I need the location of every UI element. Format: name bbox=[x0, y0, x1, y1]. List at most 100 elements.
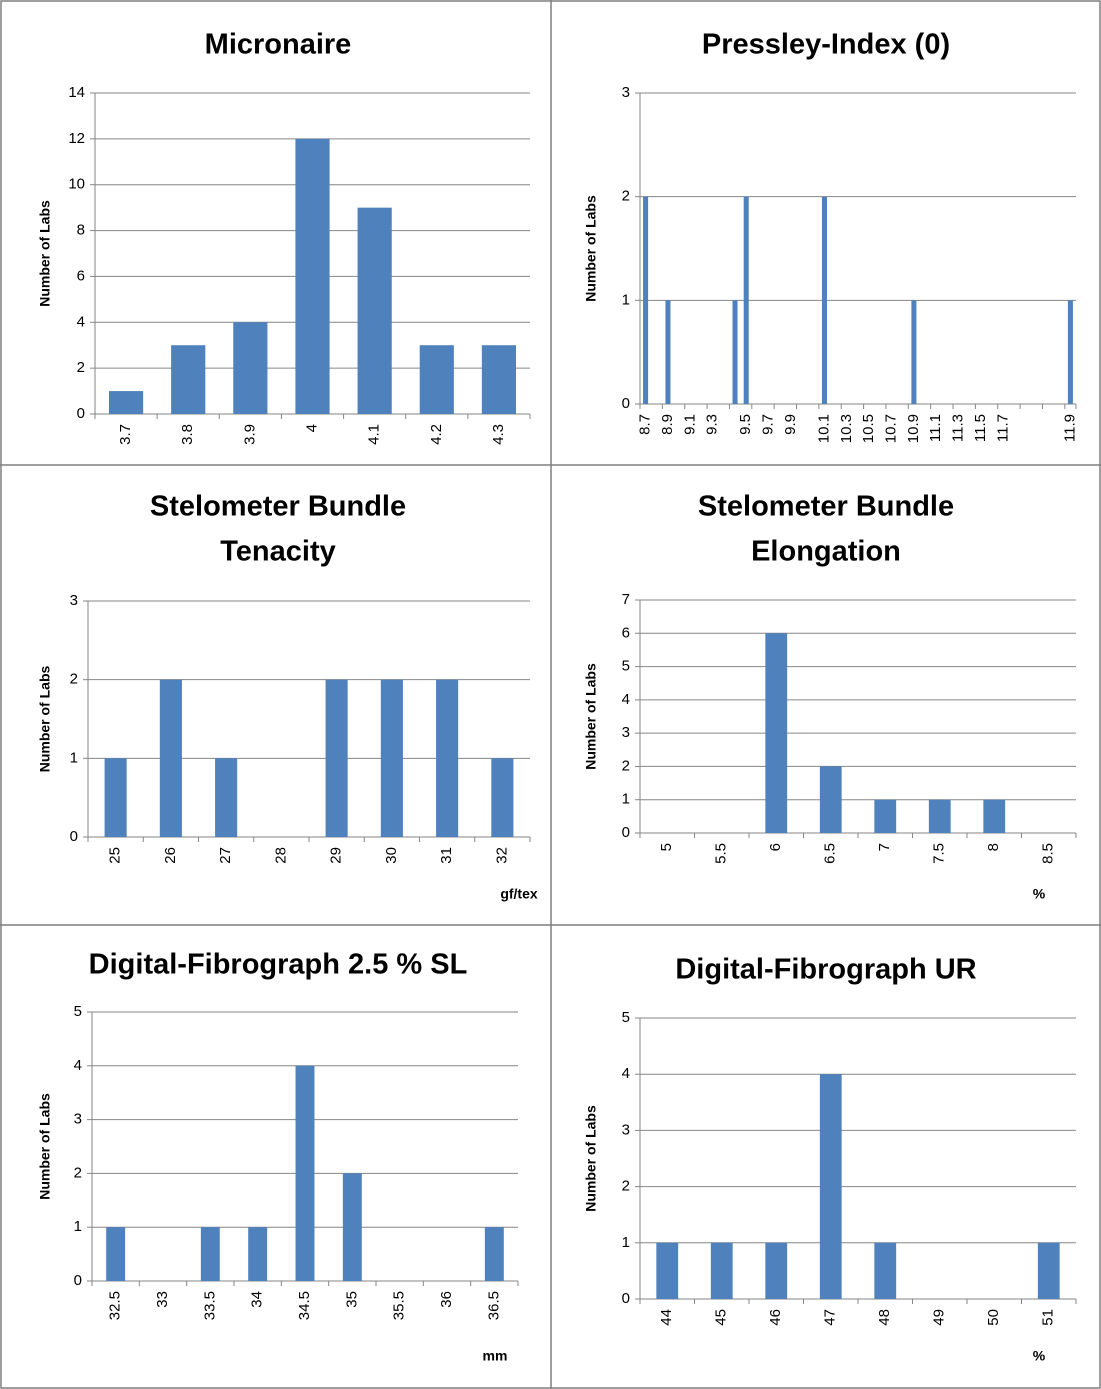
x-tick-label: 4.1 bbox=[366, 424, 383, 445]
bar bbox=[874, 1242, 897, 1299]
x-tick-label: 8 bbox=[985, 843, 1002, 851]
bar bbox=[200, 1227, 220, 1281]
bar bbox=[1067, 300, 1073, 404]
bar bbox=[481, 345, 517, 414]
bar bbox=[436, 679, 459, 837]
x-tick-label: 29 bbox=[328, 847, 345, 864]
y-tick-label: 12 bbox=[68, 130, 85, 147]
x-axis-title: mm bbox=[483, 1348, 508, 1364]
bar bbox=[159, 679, 182, 837]
chart-title: Stelometer Bundle bbox=[150, 491, 406, 523]
x-tick-label: 11.9 bbox=[1061, 414, 1078, 442]
x-tick-label: 47 bbox=[822, 1309, 839, 1326]
y-tick-label: 7 bbox=[622, 591, 630, 608]
x-tick-label: 44 bbox=[658, 1309, 675, 1326]
bar bbox=[491, 758, 514, 837]
y-tick-label: 3 bbox=[622, 724, 630, 741]
x-tick-label: 3.9 bbox=[241, 424, 258, 445]
x-tick-label: 30 bbox=[383, 847, 400, 864]
x-tick-label: 32 bbox=[493, 847, 510, 864]
x-tick-label: 7.5 bbox=[931, 843, 948, 864]
y-axis-title: Number of Labs bbox=[583, 195, 599, 302]
y-axis-title: Number of Labs bbox=[37, 1093, 53, 1200]
bar bbox=[1037, 1242, 1060, 1299]
x-tick-label: 4 bbox=[303, 424, 320, 432]
y-tick-label: 3 bbox=[622, 84, 630, 101]
x-tick-label: 11.7 bbox=[994, 414, 1011, 442]
x-axis-title: % bbox=[1033, 1348, 1046, 1364]
bar bbox=[928, 799, 951, 833]
y-tick-label: 2 bbox=[622, 188, 630, 205]
x-tick-label: 10.5 bbox=[860, 414, 877, 443]
x-tick-label: 7 bbox=[876, 843, 893, 851]
bar bbox=[295, 1065, 315, 1281]
x-tick-label: 9.9 bbox=[782, 414, 799, 435]
y-tick-label: 0 bbox=[74, 1272, 82, 1289]
x-tick-label: 5 bbox=[658, 843, 675, 851]
x-tick-label: 3.7 bbox=[117, 424, 134, 445]
y-tick-label: 2 bbox=[70, 671, 78, 688]
y-tick-label: 3 bbox=[70, 592, 78, 609]
y-tick-label: 1 bbox=[74, 1218, 82, 1235]
x-tick-label: 32.5 bbox=[107, 1291, 124, 1320]
bar bbox=[819, 766, 842, 833]
y-tick-label: 6 bbox=[622, 624, 630, 641]
bar bbox=[104, 758, 127, 837]
y-tick-label: 0 bbox=[77, 405, 85, 422]
x-tick-label: 31 bbox=[438, 847, 455, 864]
y-tick-label: 1 bbox=[622, 1234, 630, 1251]
x-tick-label: 50 bbox=[985, 1309, 1002, 1326]
y-axis-title: Number of Labs bbox=[37, 200, 53, 307]
x-tick-label: 8.9 bbox=[659, 414, 676, 435]
y-tick-label: 10 bbox=[68, 176, 85, 193]
bar bbox=[983, 799, 1006, 833]
x-tick-label: 9.3 bbox=[704, 414, 721, 435]
bar bbox=[710, 1242, 733, 1299]
bar bbox=[357, 207, 392, 414]
y-tick-label: 4 bbox=[74, 1057, 82, 1074]
chart-title: Elongation bbox=[751, 536, 901, 568]
y-tick-label: 4 bbox=[622, 1065, 630, 1082]
x-tick-label: 9.1 bbox=[681, 414, 698, 435]
y-tick-label: 1 bbox=[622, 291, 630, 308]
x-tick-label: 10.7 bbox=[883, 414, 900, 443]
y-tick-label: 2 bbox=[74, 1164, 82, 1181]
x-axis-title: gf/tex bbox=[500, 886, 538, 902]
y-tick-label: 8 bbox=[77, 222, 85, 239]
x-tick-label: 36 bbox=[438, 1291, 455, 1308]
x-tick-label: 48 bbox=[876, 1309, 893, 1326]
x-tick-label: 9.7 bbox=[760, 414, 777, 435]
bar bbox=[342, 1173, 362, 1281]
x-tick-label: 49 bbox=[931, 1309, 948, 1326]
bar bbox=[248, 1227, 268, 1281]
y-tick-label: 3 bbox=[74, 1111, 82, 1128]
y-tick-label: 6 bbox=[77, 267, 85, 284]
x-tick-label: 33.5 bbox=[201, 1291, 218, 1320]
y-tick-label: 0 bbox=[70, 828, 78, 845]
bar bbox=[765, 633, 788, 833]
x-tick-label: 33 bbox=[154, 1291, 171, 1308]
y-tick-label: 1 bbox=[622, 791, 630, 808]
x-tick-label: 11.5 bbox=[972, 414, 989, 442]
x-tick-label: 9.5 bbox=[737, 414, 754, 435]
bar bbox=[665, 300, 671, 404]
y-tick-label: 14 bbox=[68, 84, 85, 101]
bar bbox=[874, 799, 897, 833]
chart-title: Digital-Fibrograph 2.5 % SL bbox=[89, 949, 468, 981]
x-tick-label: 8.7 bbox=[637, 414, 654, 435]
x-tick-label: 11.1 bbox=[927, 414, 944, 442]
bar bbox=[732, 300, 738, 404]
x-tick-label: 3.8 bbox=[179, 424, 196, 445]
x-tick-label: 26 bbox=[162, 847, 179, 864]
bar bbox=[765, 1242, 788, 1299]
x-tick-label: 45 bbox=[713, 1309, 730, 1326]
bar bbox=[911, 300, 917, 404]
x-tick-label: 4.3 bbox=[490, 424, 507, 445]
x-tick-label: 35 bbox=[343, 1291, 360, 1308]
x-tick-label: 35.5 bbox=[391, 1291, 408, 1320]
bar bbox=[819, 1074, 842, 1299]
x-tick-label: 10.9 bbox=[905, 414, 922, 443]
bar bbox=[380, 679, 403, 837]
